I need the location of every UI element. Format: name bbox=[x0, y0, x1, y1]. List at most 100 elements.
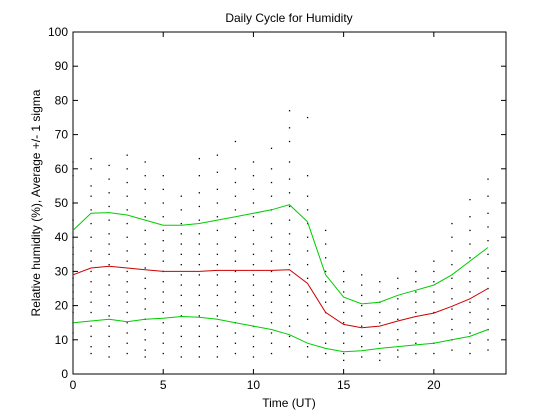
scatter-point bbox=[288, 243, 291, 245]
scatter-point bbox=[451, 328, 453, 331]
scatter-point bbox=[198, 315, 200, 317]
scatter-point bbox=[144, 267, 146, 269]
scatter-point bbox=[324, 281, 327, 283]
scatter-point bbox=[180, 315, 182, 317]
x-tick-label: 0 bbox=[70, 378, 77, 392]
scatter-point bbox=[234, 332, 237, 334]
scatter-point bbox=[288, 219, 291, 221]
scatter-point bbox=[433, 332, 435, 334]
scatter-point bbox=[90, 352, 92, 355]
scatter-point bbox=[288, 305, 291, 307]
scatter-point bbox=[487, 349, 489, 351]
y-tick-label: 40 bbox=[55, 230, 69, 244]
scatter-point bbox=[162, 202, 164, 204]
scatter-point bbox=[234, 352, 237, 355]
scatter-point bbox=[198, 356, 200, 358]
scatter-point bbox=[162, 332, 164, 334]
x-tick-label: 15 bbox=[337, 378, 351, 392]
scatter-point bbox=[126, 222, 128, 225]
scatter-point bbox=[180, 222, 182, 225]
scatter-point bbox=[252, 315, 255, 317]
scatter-point bbox=[216, 335, 219, 338]
chart-title: Daily Cycle for Humidity bbox=[225, 11, 352, 25]
scatter-point bbox=[162, 311, 164, 314]
scatter-point bbox=[108, 315, 110, 317]
scatter-point bbox=[216, 263, 219, 266]
scatter-point bbox=[324, 352, 327, 355]
scatter-point bbox=[126, 270, 128, 273]
scatter-point bbox=[144, 328, 146, 331]
scatter-point bbox=[198, 233, 200, 235]
scatter-point bbox=[288, 140, 291, 143]
scatter-point bbox=[415, 352, 417, 355]
scatter-point bbox=[343, 301, 345, 303]
scatter-point bbox=[252, 284, 255, 286]
scatter-point bbox=[198, 219, 200, 221]
scatter-point bbox=[90, 222, 92, 225]
scatter-point bbox=[72, 332, 74, 334]
y-tick-label: 20 bbox=[55, 299, 69, 313]
scatter-point bbox=[90, 335, 92, 338]
scatter-point bbox=[487, 178, 489, 180]
scatter-point bbox=[90, 281, 92, 283]
scatter-point bbox=[379, 311, 381, 314]
scatter-point bbox=[451, 298, 453, 300]
scatter-point bbox=[126, 168, 128, 170]
scatter-point bbox=[126, 352, 128, 355]
scatter-point bbox=[126, 250, 128, 252]
scatter-point bbox=[469, 311, 471, 314]
scatter-point bbox=[144, 349, 146, 351]
scatter-point bbox=[306, 332, 309, 334]
scatter-point bbox=[324, 332, 327, 334]
scatter-point bbox=[72, 219, 74, 221]
scatter-point bbox=[397, 328, 399, 331]
scatter-point bbox=[144, 161, 146, 163]
scatter-point bbox=[162, 216, 164, 218]
scatter-point bbox=[252, 216, 255, 218]
scatter-point bbox=[126, 260, 128, 262]
scatter-point bbox=[433, 291, 435, 293]
scatter-point bbox=[198, 335, 200, 338]
scatter-point bbox=[487, 212, 489, 214]
scatter-point bbox=[361, 294, 363, 297]
scatter-point bbox=[397, 298, 399, 300]
scatter-point bbox=[288, 284, 291, 286]
scatter-point bbox=[361, 315, 363, 317]
scatter-point bbox=[162, 240, 164, 242]
scatter-point bbox=[288, 253, 291, 255]
axis-ticks: 0 5 10 15 20 0 10 20 30 40 50 60 70 80 90 100 bbox=[48, 25, 506, 392]
scatter-point bbox=[144, 277, 146, 279]
scatter-point bbox=[216, 346, 219, 348]
scatter-point bbox=[198, 284, 200, 286]
scatter-point bbox=[108, 219, 110, 221]
scatter-point bbox=[379, 342, 381, 344]
scatter-point bbox=[180, 284, 182, 286]
scatter-point bbox=[108, 164, 110, 167]
scatter-point bbox=[180, 243, 182, 245]
scatter-point bbox=[361, 346, 363, 348]
scatter-point bbox=[469, 291, 471, 293]
scatter-point bbox=[234, 209, 237, 211]
scatter-point bbox=[234, 236, 237, 238]
scatter-point bbox=[343, 291, 345, 293]
scatter-point bbox=[306, 175, 309, 177]
scatter-point bbox=[234, 181, 237, 184]
scatter-point bbox=[397, 318, 399, 320]
scatter-point bbox=[144, 175, 146, 177]
y-tick-label: 70 bbox=[55, 128, 69, 142]
scatter-point bbox=[397, 287, 399, 290]
scatter-point bbox=[126, 301, 128, 303]
scatter-point bbox=[415, 322, 417, 324]
scatter-point bbox=[180, 253, 182, 255]
scatter-point bbox=[415, 291, 417, 293]
scatter-point bbox=[306, 263, 309, 266]
x-tick-label: 10 bbox=[247, 378, 261, 392]
scatter-point bbox=[234, 260, 237, 262]
scatter-point bbox=[451, 236, 453, 238]
scatter-point bbox=[469, 322, 471, 324]
scatter-point bbox=[361, 305, 363, 307]
scatter-point bbox=[469, 216, 471, 218]
scatter-point bbox=[144, 188, 146, 191]
scatter-point bbox=[487, 308, 489, 310]
